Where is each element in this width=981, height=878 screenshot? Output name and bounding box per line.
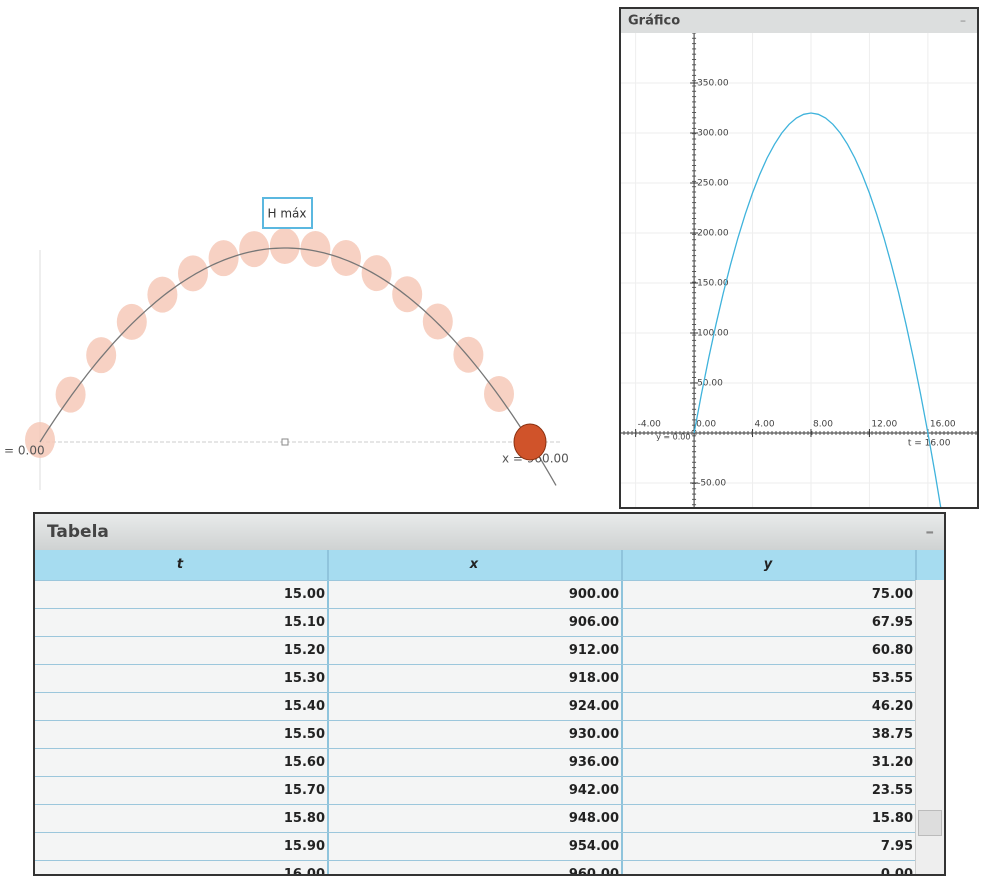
table-cell: 38.75	[623, 721, 917, 748]
table-cell: 46.20	[623, 693, 917, 720]
table-cell: 60.80	[623, 637, 917, 664]
table-row: 15.00 900.00 75.00	[35, 581, 944, 609]
ghost-ball	[178, 255, 208, 292]
plot: -4.00 0.00 4.00 8.00 12.00 16.00 -50.00 50.00 10…	[621, 33, 977, 507]
ghost-ball	[208, 240, 239, 277]
table-cell: 75.00	[623, 581, 917, 608]
table-row: 16.00 960.00 0.00	[35, 861, 944, 874]
table-cell: 15.70	[35, 777, 329, 804]
table-row: 15.30 918.00 53.55	[35, 665, 944, 693]
table-cell: 948.00	[329, 805, 623, 832]
scroll-thumb[interactable]	[918, 810, 942, 836]
ghost-ball	[300, 230, 331, 267]
ghost-ball	[147, 276, 178, 313]
table-row: 15.10 906.00 67.95	[35, 609, 944, 637]
table-row: 15.90 954.00 7.95	[35, 833, 944, 861]
table-cell: 16.00	[35, 861, 329, 874]
curve	[693, 112, 942, 507]
table-row: 15.40 924.00 46.20	[35, 693, 944, 721]
ghost-ball	[331, 240, 361, 277]
graph-header	[621, 9, 977, 33]
table-body: t x y 15.00 900.00 75.00 15.10 906.00 67.95 15.20…	[35, 550, 944, 874]
column-header: t	[35, 550, 329, 580]
table-cell: 15.50	[35, 721, 329, 748]
y-tick-label: 300.00	[697, 129, 729, 139]
ball[interactable]	[513, 423, 547, 461]
table-cell: 15.80	[35, 805, 329, 832]
x-tick-label: 12.00	[871, 420, 897, 430]
table-row: 15.60 936.00 31.20	[35, 749, 944, 777]
table-title: Tabela	[47, 522, 109, 542]
table-cell: 918.00	[329, 665, 623, 692]
table-cell: 930.00	[329, 721, 623, 748]
table-cell: 924.00	[329, 693, 623, 720]
simulation: H máx = 0.00 x = 960.00 Gráfico – -4.00 0…	[4, 7, 979, 509]
y-tick-label: 150.00	[697, 279, 729, 289]
y-tick-label: 50.00	[697, 379, 723, 389]
table-cell: 23.55	[623, 777, 917, 804]
scrollbar[interactable]	[915, 580, 944, 874]
table-cell: 15.90	[35, 833, 329, 860]
table-row: 15.80 948.00 15.80	[35, 805, 944, 833]
table-cell: 960.00	[329, 861, 623, 874]
graph-title: Gráfico	[628, 14, 680, 29]
table-cell: 954.00	[329, 833, 623, 860]
handle[interactable]	[281, 438, 289, 446]
peak-box	[262, 197, 313, 229]
ghost-ball	[361, 255, 392, 292]
table-cell: 7.95	[623, 833, 917, 860]
table-cell: 67.95	[623, 609, 917, 636]
table-cell: 15.30	[35, 665, 329, 692]
x-tick-label: 4.00	[755, 420, 775, 430]
table-cell: 15.00	[35, 581, 329, 608]
table-cell: 15.20	[35, 637, 329, 664]
table-cell: 936.00	[329, 749, 623, 776]
ghost-ball	[239, 231, 270, 268]
ghost-ball	[453, 336, 484, 373]
table-cell: 906.00	[329, 609, 623, 636]
x-tick-label: -4.00	[638, 420, 662, 430]
table-cell: 15.60	[35, 749, 329, 776]
trajectory	[39, 247, 557, 486]
start-label: = 0.00	[4, 444, 45, 458]
ghost-ball	[86, 337, 117, 374]
table-cell: 942.00	[329, 777, 623, 804]
table-cell: 912.00	[329, 637, 623, 664]
x-tick-label: 8.00	[813, 420, 833, 430]
ghost-ball	[269, 228, 300, 265]
y-tick-label: 250.00	[697, 179, 729, 189]
y-tick-label: -50.00	[697, 479, 726, 489]
column-header: x	[329, 550, 623, 580]
table-header: Tabela –	[35, 514, 944, 550]
column-header: y	[623, 550, 917, 580]
table-cell: 53.55	[623, 665, 917, 692]
y-tick-label: 100.00	[697, 329, 729, 339]
y-marker: y = 0.00	[656, 433, 690, 442]
table-row: 15.70 942.00 23.55	[35, 777, 944, 805]
trail	[25, 228, 514, 458]
table-cell: 15.80	[623, 805, 917, 832]
table-row: 15.20 912.00 60.80	[35, 637, 944, 665]
table-row: 15.50 930.00 38.75	[35, 721, 944, 749]
table-cell: 15.40	[35, 693, 329, 720]
x-tick-label: 16.00	[930, 420, 956, 430]
minimize[interactable]: –	[960, 14, 966, 28]
ghost-ball	[392, 276, 423, 313]
y-tick-label: 200.00	[697, 229, 729, 239]
table-cell: 31.20	[623, 749, 917, 776]
table-cell: 0.00	[623, 861, 917, 874]
table-cell: 900.00	[329, 581, 623, 608]
table-panel: Tabela – t x y 15.00 900.00 75.00 15.10 906.00 67…	[33, 512, 946, 876]
peak-label: H máx	[268, 207, 307, 221]
y-tick-label: 350.00	[697, 79, 729, 89]
x-tick-label: 0.00	[696, 420, 716, 430]
graph-panel	[619, 7, 979, 509]
table-cell: 15.10	[35, 609, 329, 636]
